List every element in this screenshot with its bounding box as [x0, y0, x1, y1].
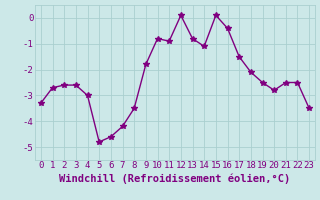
- X-axis label: Windchill (Refroidissement éolien,°C): Windchill (Refroidissement éolien,°C): [60, 173, 291, 184]
